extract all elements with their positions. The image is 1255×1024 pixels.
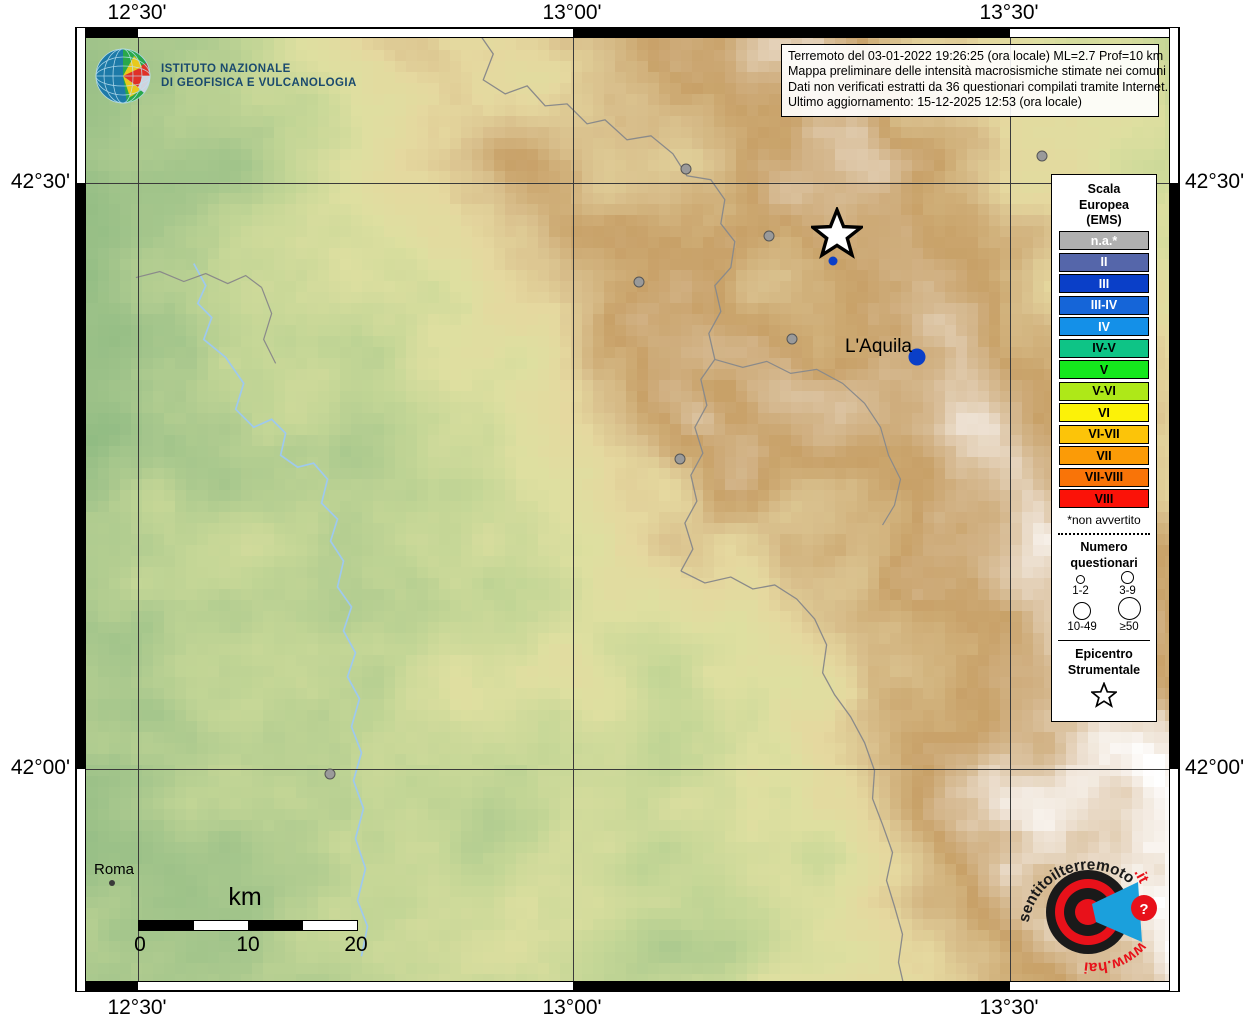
data-point-na[interactable] (786, 333, 798, 345)
x-tick-bot-2: 13°30' (979, 996, 1038, 1020)
city-dot-roma (109, 880, 115, 886)
info-line-updated: Ultimo aggiornamento: 15-12-2025 12:53 (… (788, 95, 1153, 110)
legend-divider-1 (1058, 533, 1150, 535)
quest-circle-icon (1117, 597, 1141, 620)
ems-swatch-iii[interactable]: III (1059, 274, 1149, 293)
city-label-roma: Roma (94, 861, 134, 878)
scale-bar-ticks: 0 10 20 (134, 931, 368, 957)
data-point-na[interactable] (680, 163, 692, 175)
graticule-lon-1330 (1010, 28, 1011, 991)
ingv-line2: DI GEOFISICA E VULCANOLOGIA (161, 76, 357, 90)
ems-swatch-ii[interactable]: II (1059, 252, 1149, 272)
y-tick-right-0: 42°30' (1185, 170, 1244, 194)
hsit-logo[interactable]: ? sentitoilterremoto www.hai .it (1016, 838, 1166, 983)
vector-overlays (135, 28, 906, 989)
ems-swatch-iv[interactable]: IV (1059, 317, 1149, 336)
ems-swatch-v[interactable]: V (1059, 360, 1149, 379)
map-border-top (76, 28, 1179, 38)
quest-title-1: questionari (1057, 556, 1151, 572)
ingv-logo[interactable]: ISTITUTO NAZIONALE DI GEOFISICA E VULCAN… (94, 47, 357, 105)
scale-tick-20: 20 (344, 933, 367, 957)
quest-class-1-2: 1-2 (1072, 575, 1089, 597)
legend-footnote: *non avvertito (1057, 513, 1151, 527)
legend-star-icon (1089, 681, 1119, 708)
data-point-na[interactable] (674, 453, 686, 465)
data-point-iii[interactable] (828, 256, 838, 266)
ems-swatch-viii[interactable]: VIII (1059, 489, 1149, 508)
quest-class-label: 3-9 (1119, 585, 1136, 597)
legend-panel[interactable]: Scala Europea (EMS) n.a.* II III III-IV IV IV… (1051, 174, 1157, 722)
x-tick-bot-1: 13°00' (542, 996, 601, 1020)
epi-title-0: Epicentro (1057, 647, 1151, 663)
legend-title-0: Scala (1057, 182, 1151, 198)
graticule-lat-4230 (76, 183, 1179, 184)
y-tick-left-1: 42°00' (11, 756, 70, 780)
quest-class-≥50: ≥50 (1117, 597, 1141, 633)
scale-bar-segments (138, 920, 358, 931)
quest-row: 10-49 ≥50 (1057, 597, 1151, 633)
data-point-na[interactable] (324, 768, 336, 780)
map-border-right (1169, 28, 1179, 991)
ingv-wordmark: ISTITUTO NAZIONALE DI GEOFISICA E VULCAN… (161, 62, 357, 90)
data-point-na[interactable] (1036, 150, 1048, 162)
svg-text:.it: .it (1130, 866, 1151, 886)
scale-unit-label: km (138, 883, 358, 912)
map-canvas[interactable]: L'Aquila Roma km 0 10 20 (75, 27, 1180, 992)
y-tick-right-1: 42°00' (1185, 756, 1244, 780)
graticule-lon-1300 (573, 28, 574, 991)
ingv-globe-icon (95, 48, 151, 104)
quest-circle-icon (1121, 571, 1134, 584)
questionnaire-size-key: 1-2 3-9 10-49 ≥50 (1057, 571, 1151, 633)
epicenter-star-icon[interactable] (811, 207, 863, 259)
epi-title-1: Strumentale (1057, 663, 1151, 679)
x-tick-top-1: 13°00' (542, 1, 601, 25)
scale-tick-10: 10 (236, 933, 259, 957)
quest-class-label: ≥50 (1118, 621, 1141, 633)
legend-epicenter-symbol (1057, 681, 1151, 713)
graticule-lon-1230 (138, 28, 139, 991)
quest-title-0: Numero (1057, 540, 1151, 556)
ems-swatch-vi-vii[interactable]: VI-VII (1059, 424, 1149, 444)
map-border-left (76, 28, 86, 991)
svg-text:?: ? (1139, 901, 1148, 918)
ingv-line1: ISTITUTO NAZIONALE (161, 62, 357, 76)
legend-title-2: (EMS) (1057, 213, 1151, 229)
ems-swatch-iii-iv[interactable]: III-IV (1059, 295, 1149, 315)
scale-tick-0: 0 (134, 933, 146, 957)
info-line-map: Mappa preliminare delle intensità macros… (788, 64, 1166, 79)
data-point-na[interactable] (633, 276, 645, 288)
data-point-laquila[interactable] (908, 348, 926, 366)
x-tick-top-0: 12°30' (107, 1, 166, 25)
event-info-box: Terremoto del 03-01-2022 19:26:25 (ora l… (781, 44, 1168, 117)
info-line-data: Dati non verificati estratti da 36 quest… (788, 80, 1168, 95)
x-tick-top-2: 13°30' (979, 1, 1038, 25)
y-tick-left-0: 42°30' (11, 170, 70, 194)
city-label-laquila: L'Aquila (845, 336, 912, 358)
ems-swatch-iv-v[interactable]: IV-V (1059, 338, 1149, 358)
legend-divider-2 (1058, 640, 1150, 641)
scale-bar: km 0 10 20 (134, 883, 368, 957)
quest-class-label: 10-49 (1067, 621, 1096, 633)
quest-class-label: 1-2 (1072, 585, 1089, 597)
ems-swatch-n-a-[interactable]: n.a.* (1059, 231, 1149, 250)
quest-class-10-49: 10-49 (1067, 602, 1097, 633)
ems-swatch-v-vi[interactable]: V-VI (1059, 381, 1149, 401)
info-line-event: Terremoto del 03-01-2022 19:26:25 (ora l… (788, 49, 1163, 64)
ems-swatch-vii[interactable]: VII (1059, 446, 1149, 465)
quest-circle-icon (1076, 575, 1085, 584)
quest-row: 1-2 3-9 (1057, 571, 1151, 597)
graticule-lat-4200 (76, 769, 1179, 770)
x-tick-bot-0: 12°30' (107, 996, 166, 1020)
data-point-na[interactable] (763, 230, 775, 242)
quest-class-3-9: 3-9 (1119, 571, 1136, 597)
ems-swatch-vii-viii[interactable]: VII-VIII (1059, 467, 1149, 487)
quest-circle-icon (1073, 602, 1092, 620)
map-border-bottom (76, 981, 1179, 991)
ems-scale-list: n.a.* II III III-IV IV IV-V V V-VI VI VI-VII VII VI… (1057, 231, 1151, 508)
ems-swatch-vi[interactable]: VI (1059, 403, 1149, 422)
legend-title-1: Europea (1057, 198, 1151, 214)
